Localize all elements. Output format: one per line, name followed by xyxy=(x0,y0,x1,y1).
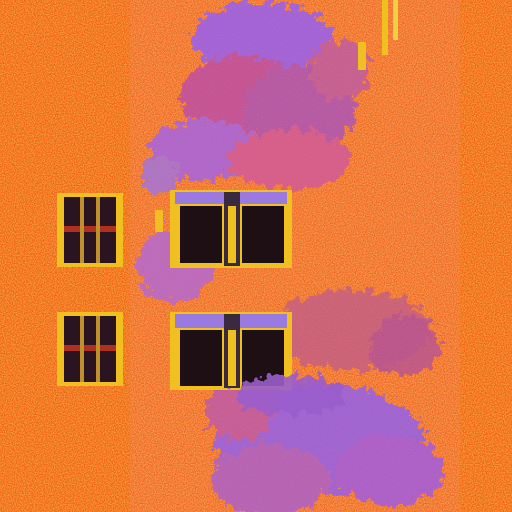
wall-fixtures xyxy=(155,0,398,232)
window-small-upper xyxy=(57,193,123,267)
window-large-upper xyxy=(170,190,292,268)
window-small-lower xyxy=(57,312,123,386)
tree-foliage-front xyxy=(235,375,345,415)
